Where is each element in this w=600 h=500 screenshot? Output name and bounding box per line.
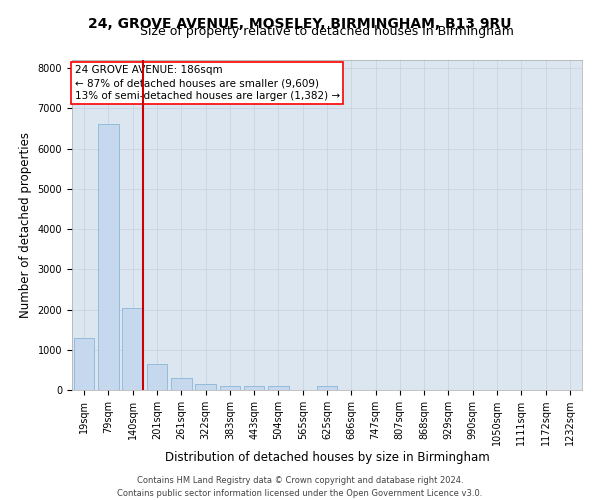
Text: Contains HM Land Registry data © Crown copyright and database right 2024.
Contai: Contains HM Land Registry data © Crown c… [118,476,482,498]
Bar [74,338,94,390]
Bar [122,308,143,390]
Bar [220,386,240,390]
Text: 24 GROVE AVENUE: 186sqm
← 87% of detached houses are smaller (9,609)
13% of semi: 24 GROVE AVENUE: 186sqm ← 87% of detache… [74,65,340,102]
Title: Size of property relative to detached houses in Birmingham: Size of property relative to detached ho… [140,25,514,38]
Bar [317,386,337,390]
Bar [146,364,167,390]
Bar [98,124,119,390]
Bar [171,378,191,390]
Y-axis label: Number of detached properties: Number of detached properties [19,132,32,318]
Bar [244,386,265,390]
Bar [195,384,216,390]
Bar [268,386,289,390]
X-axis label: Distribution of detached houses by size in Birmingham: Distribution of detached houses by size … [164,451,490,464]
Text: 24, GROVE AVENUE, MOSELEY, BIRMINGHAM, B13 9RU: 24, GROVE AVENUE, MOSELEY, BIRMINGHAM, B… [88,18,512,32]
